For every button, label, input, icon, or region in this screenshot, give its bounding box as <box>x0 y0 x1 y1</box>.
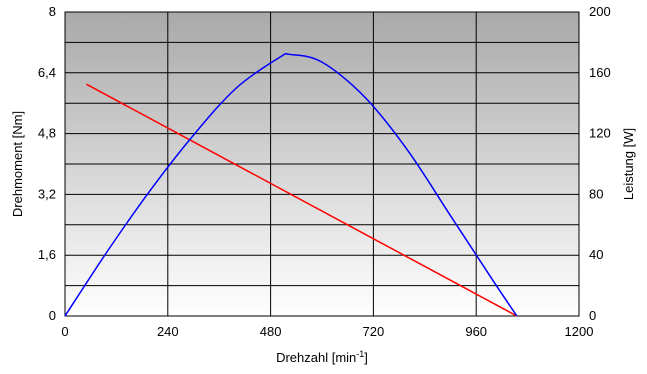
y-axis-right-title: Leistung [W] <box>621 128 636 200</box>
tick-labels: 0 240 480 720 960 120001,63,24,86,48040801201… <box>38 4 611 339</box>
y-right-tick-label: 160 <box>589 65 611 80</box>
x-axis-title: Drehzahl [min-1] <box>276 349 368 365</box>
y-axis-left-title: Drehmoment [Nm] <box>10 111 25 217</box>
x-tick-label: 960 <box>465 324 487 339</box>
series-layer <box>64 52 518 317</box>
x-tick-label: 1200 <box>565 324 594 339</box>
y-left-tick-label: 3,2 <box>38 186 56 201</box>
y-right-tick-label: 40 <box>589 247 603 262</box>
x-tick-label: 480 <box>260 324 282 339</box>
y-left-tick-label: 4,8 <box>38 126 56 141</box>
y-right-tick-label: 120 <box>589 126 611 141</box>
y-left-tick-label: 1,6 <box>38 247 56 262</box>
y-right-tick-label: 80 <box>589 186 603 201</box>
y-left-tick-label: 0 <box>49 308 56 323</box>
x-tick-label: 0 <box>61 324 68 339</box>
x-axis-title-superscript: -1 <box>356 349 364 359</box>
x-tick-label: 240 <box>157 324 179 339</box>
plot-border <box>64 11 580 317</box>
y-left-tick-label: 6,4 <box>38 65 56 80</box>
power-series-line <box>64 52 518 317</box>
y-right-tick-label: 200 <box>589 4 611 19</box>
y-left-tick-label: 8 <box>49 4 56 19</box>
x-tick-label: 720 <box>363 324 385 339</box>
y-right-tick-label: 0 <box>589 308 596 323</box>
torque-series-line <box>86 83 518 317</box>
